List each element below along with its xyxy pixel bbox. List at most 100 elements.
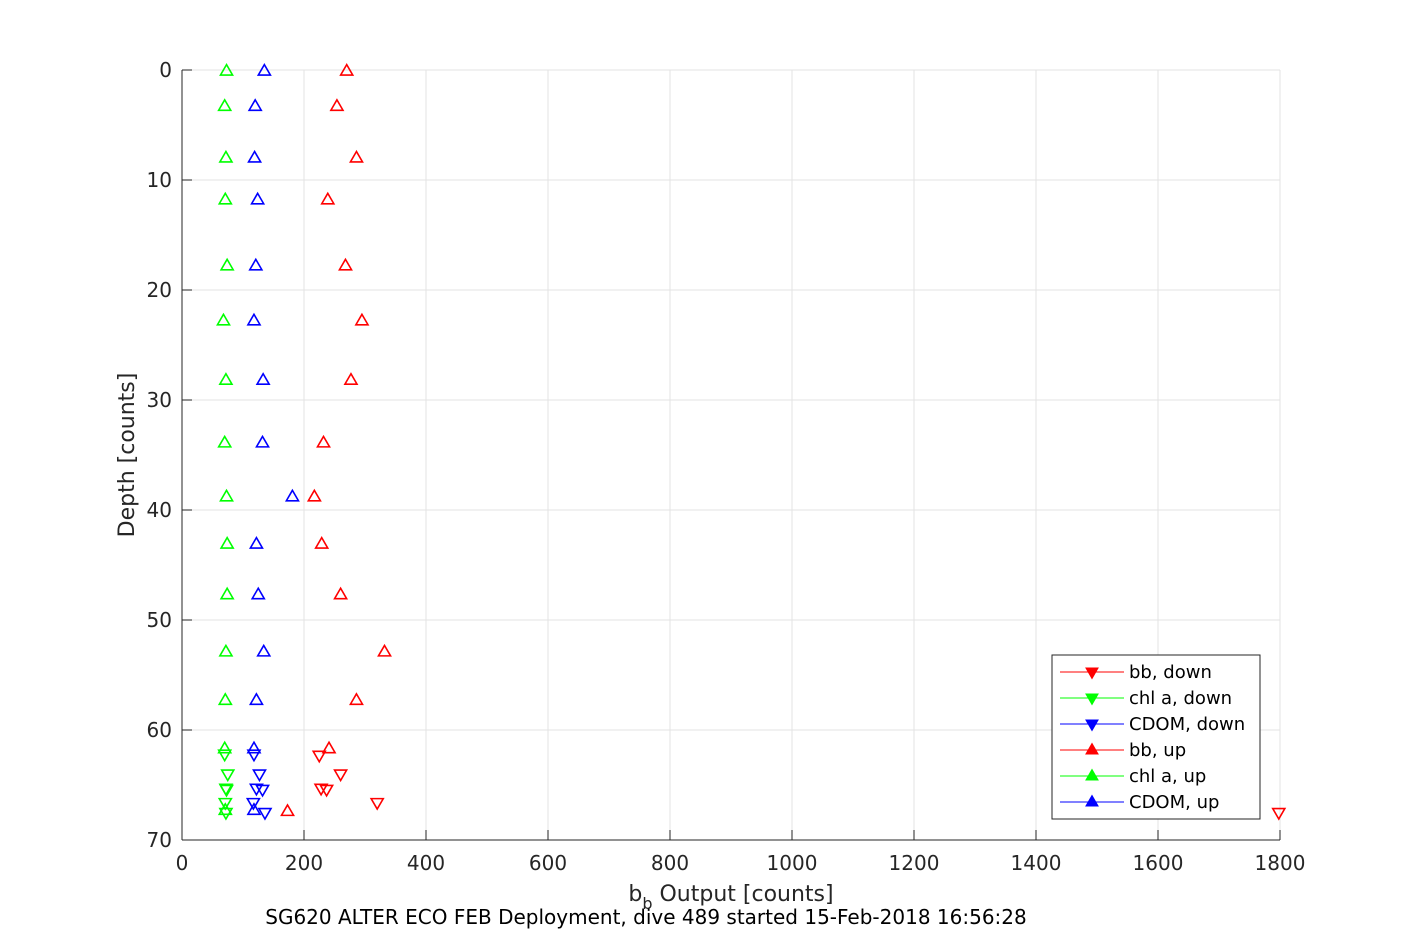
x-tick-label: 0 bbox=[176, 851, 189, 875]
axes: 0 200 400 600 800 1000 1200 1400 1600 1800 0 10 20 30… bbox=[147, 58, 1306, 875]
data-point-bb-down bbox=[313, 783, 329, 797]
x-tick-label: 1800 bbox=[1255, 851, 1306, 875]
data-point-cdom-up bbox=[246, 740, 262, 754]
data-point-cdom-up bbox=[248, 257, 264, 271]
data-point-bb-up bbox=[314, 536, 330, 549]
data-point-cdom-up bbox=[246, 802, 262, 816]
x-tick-label: 1000 bbox=[767, 851, 818, 875]
data-point-chl-a-up bbox=[219, 257, 235, 271]
data-point-bb-up bbox=[338, 257, 353, 271]
y-tick-label: 20 bbox=[147, 278, 172, 302]
x-axis-label-main: b bbox=[628, 882, 642, 907]
data-point-bb-up bbox=[349, 692, 364, 706]
data-point-chl-a-up bbox=[218, 643, 234, 657]
data-point-chl-a-up bbox=[219, 63, 234, 76]
data-point-cdom-up bbox=[247, 98, 263, 112]
data-point-cdom-up bbox=[255, 372, 271, 385]
data-point-bb-up bbox=[354, 312, 370, 326]
data-point-chl-a-up bbox=[217, 98, 233, 112]
data-point-cdom-down bbox=[246, 749, 262, 763]
legend-box bbox=[1051, 654, 1261, 820]
legend-label-cdom-down: CDOM, down bbox=[1129, 714, 1245, 735]
data-point-cdom-up bbox=[248, 536, 264, 549]
figure-caption: SG620 ALTER ECO FEB Deployment, dive 489… bbox=[265, 905, 1026, 929]
x-tick-label: 400 bbox=[407, 851, 445, 875]
data-point-bb-up bbox=[306, 488, 322, 502]
legend-marker-cdom-up bbox=[1085, 794, 1099, 807]
y-axis-label: Depth [counts] bbox=[115, 373, 140, 538]
data-marks bbox=[216, 63, 1287, 821]
legend-marker-bb-up bbox=[1085, 742, 1099, 755]
data-point-cdom-up bbox=[256, 643, 272, 657]
data-point-cdom-up bbox=[247, 149, 263, 163]
data-point-cdom-down bbox=[245, 797, 261, 811]
data-point-chl-a-up bbox=[218, 149, 234, 163]
data-point-bb-up bbox=[329, 98, 345, 112]
data-point-chl-a-down bbox=[220, 769, 236, 783]
y-tick-label: 70 bbox=[147, 828, 172, 852]
data-point-chl-a-up bbox=[218, 372, 234, 385]
legend-marker-chl-a-up bbox=[1085, 768, 1099, 781]
data-point-cdom-up bbox=[250, 586, 266, 600]
data-point-chl-a-down bbox=[217, 749, 233, 763]
y-tick-label: 30 bbox=[147, 388, 172, 412]
data-point-bb-down bbox=[1271, 807, 1287, 821]
data-point-cdom-down bbox=[252, 769, 267, 783]
grid bbox=[182, 70, 1280, 840]
legend-label-bb-down: bb, down bbox=[1129, 662, 1212, 683]
data-point-bb-up bbox=[316, 434, 331, 448]
data-point-chl-a-up bbox=[217, 740, 233, 754]
data-point-cdom-up bbox=[250, 191, 266, 205]
legend-marker-cdom-down bbox=[1085, 719, 1099, 732]
y-tick-label: 60 bbox=[147, 718, 172, 742]
data-point-chl-a-down bbox=[217, 797, 233, 811]
x-axis-label-subscript: b bbox=[642, 894, 652, 913]
data-point-chl-a-up bbox=[217, 692, 233, 706]
data-point-bb-up bbox=[280, 803, 295, 817]
data-point-chl-a-up bbox=[219, 488, 234, 502]
data-point-bb-up bbox=[349, 149, 364, 163]
legend-label-bb-up: bb, up bbox=[1129, 740, 1186, 761]
x-tick-label: 200 bbox=[285, 851, 323, 875]
data-point-bb-down bbox=[319, 784, 335, 798]
data-point-bb-down bbox=[311, 750, 327, 764]
data-point-bb-up bbox=[321, 740, 337, 754]
data-point-cdom-up bbox=[256, 63, 272, 76]
data-point-chl-a-up bbox=[217, 802, 233, 816]
legend-label-chl-a-up: chl a, up bbox=[1129, 766, 1206, 787]
x-axis-label-rest: Output [counts] bbox=[653, 882, 834, 907]
data-point-chl-a-up bbox=[216, 312, 231, 326]
data-point-chl-a-up bbox=[217, 191, 233, 205]
data-point-cdom-up bbox=[255, 434, 270, 448]
data-point-cdom-down bbox=[257, 807, 273, 821]
data-point-bb-up bbox=[333, 586, 349, 600]
data-point-bb-up bbox=[339, 63, 355, 76]
legend-marker-bb-down bbox=[1085, 667, 1099, 680]
legend-marker-chl-a-down bbox=[1085, 693, 1099, 706]
legend-label-cdom-up: CDOM, up bbox=[1129, 792, 1219, 813]
x-tick-label: 800 bbox=[651, 851, 689, 875]
data-point-cdom-down bbox=[255, 784, 270, 798]
data-point-chl-a-up bbox=[219, 536, 235, 549]
data-point-chl-a-down bbox=[219, 784, 234, 798]
data-point-cdom-up bbox=[246, 312, 262, 326]
data-point-bb-down bbox=[369, 797, 385, 811]
data-point-cdom-up bbox=[284, 488, 300, 502]
data-point-bb-up bbox=[377, 643, 392, 657]
x-tick-label: 1400 bbox=[1011, 851, 1062, 875]
data-point-bb-up bbox=[320, 191, 336, 205]
legend-label-chl-a-down: chl a, down bbox=[1129, 688, 1232, 709]
data-point-chl-a-up bbox=[217, 434, 233, 448]
y-tick-label: 50 bbox=[147, 608, 172, 632]
y-tick-label: 40 bbox=[147, 498, 172, 522]
data-point-cdom-up bbox=[248, 692, 264, 706]
x-tick-label: 1200 bbox=[889, 851, 940, 875]
x-tick-label: 1600 bbox=[1133, 851, 1184, 875]
x-axis-label: bb Output [counts] bbox=[628, 882, 833, 913]
y-tick-label: 10 bbox=[147, 168, 172, 192]
legend: bb, down chl a, down CDOM, down bb, up chl a… bbox=[1051, 654, 1261, 820]
data-point-chl-a-up bbox=[219, 586, 235, 600]
y-tick-label: 0 bbox=[159, 58, 172, 82]
x-tick-label: 600 bbox=[529, 851, 567, 875]
data-point-bb-down bbox=[333, 769, 349, 783]
